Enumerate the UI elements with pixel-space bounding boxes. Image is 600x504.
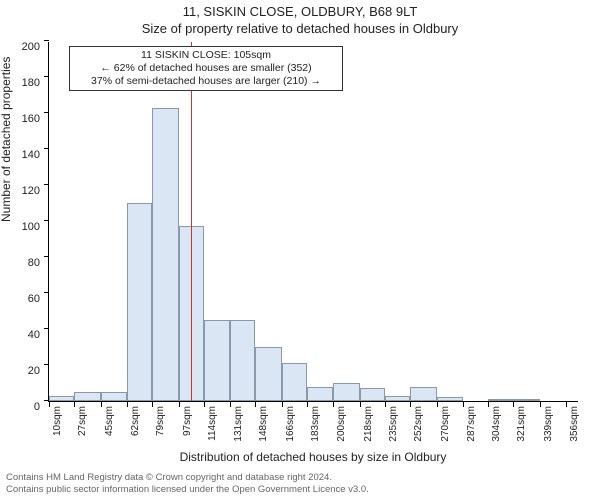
y-tick-label: 160 [0, 113, 40, 125]
histogram-bar [204, 320, 229, 401]
histogram-bar [333, 383, 360, 401]
histogram-bar [49, 396, 74, 401]
histogram-bar [307, 387, 332, 401]
y-tick-label: 180 [0, 77, 40, 89]
x-tick-label: 235sqm [388, 406, 399, 442]
x-tick-mark [127, 402, 128, 407]
annotation-line-1: 11 SISKIN CLOSE: 105sqm [76, 49, 336, 62]
y-tick-label: 200 [0, 41, 40, 53]
x-tick-mark [333, 402, 334, 407]
y-tick-mark [44, 40, 49, 41]
x-tick-mark [74, 402, 75, 407]
reference-line [191, 42, 192, 401]
x-tick-mark [488, 402, 489, 407]
y-tick-label: 100 [0, 221, 40, 233]
x-tick-mark [566, 402, 567, 407]
x-tick-mark [204, 402, 205, 407]
x-tick-mark [255, 402, 256, 407]
y-tick-mark [44, 76, 49, 77]
x-tick-label: 339sqm [543, 406, 554, 442]
histogram-bar [74, 392, 101, 401]
x-tick-label: 131sqm [233, 406, 244, 442]
x-tick-label: 287sqm [466, 406, 477, 442]
x-tick-label: 252sqm [413, 406, 424, 442]
footer-line-2: Contains public sector information licen… [6, 484, 369, 496]
y-tick-mark [44, 220, 49, 221]
x-tick-mark [360, 402, 361, 407]
page-title-sub: Size of property relative to detached ho… [0, 21, 600, 36]
x-tick-label: 114sqm [207, 406, 218, 441]
histogram-bar [385, 396, 410, 401]
y-tick-label: 80 [0, 257, 40, 269]
x-axis-label: Distribution of detached houses by size … [48, 450, 578, 464]
histogram-bar [127, 203, 152, 401]
y-tick-mark [44, 400, 49, 401]
y-tick-mark [44, 292, 49, 293]
x-tick-label: 148sqm [258, 406, 269, 442]
x-tick-mark [179, 402, 180, 407]
y-tick-mark [44, 364, 49, 365]
x-tick-label: 45sqm [104, 406, 115, 436]
y-tick-mark [44, 184, 49, 185]
x-tick-mark [282, 402, 283, 407]
footer-line-1: Contains HM Land Registry data © Crown c… [6, 472, 369, 484]
y-tick-label: 0 [0, 401, 40, 413]
page-title-address: 11, SISKIN CLOSE, OLDBURY, B68 9LT [0, 4, 600, 19]
x-tick-mark [49, 402, 50, 407]
annotation-box: 11 SISKIN CLOSE: 105sqm ← 62% of detache… [69, 46, 343, 91]
histogram-bar [152, 108, 179, 401]
x-tick-mark [307, 402, 308, 407]
y-tick-label: 20 [0, 365, 40, 377]
histogram-bar [513, 399, 540, 401]
x-tick-label: 79sqm [155, 406, 166, 436]
x-tick-label: 356sqm [569, 406, 580, 442]
y-tick-mark [44, 148, 49, 149]
x-tick-mark [385, 402, 386, 407]
x-tick-mark [410, 402, 411, 407]
x-tick-mark [437, 402, 438, 407]
histogram-bar [230, 320, 255, 401]
histogram-bar [410, 387, 437, 401]
y-tick-label: 40 [0, 329, 40, 341]
x-tick-label: 27sqm [77, 406, 88, 436]
x-tick-mark [230, 402, 231, 407]
x-tick-mark [513, 402, 514, 407]
x-tick-label: 97sqm [182, 406, 193, 436]
annotation-line-3: 37% of semi-detached houses are larger (… [76, 75, 336, 88]
footer-attribution: Contains HM Land Registry data © Crown c… [6, 472, 369, 496]
x-tick-mark [101, 402, 102, 407]
histogram-bar [360, 388, 385, 401]
y-tick-label: 60 [0, 293, 40, 305]
x-tick-label: 10sqm [52, 406, 63, 436]
histogram-bar [282, 363, 307, 401]
y-tick-label: 140 [0, 149, 40, 161]
x-tick-label: 321sqm [516, 406, 527, 442]
bars-container [49, 41, 579, 401]
x-tick-mark [463, 402, 464, 407]
x-tick-label: 62sqm [130, 406, 141, 436]
x-tick-label: 200sqm [336, 406, 347, 442]
x-tick-label: 183sqm [310, 406, 321, 442]
y-tick-mark [44, 256, 49, 257]
x-tick-mark [152, 402, 153, 407]
histogram-bar [255, 347, 282, 401]
x-tick-label: 166sqm [285, 406, 296, 442]
histogram-bar [101, 392, 126, 401]
histogram-bar [488, 399, 513, 401]
x-tick-label: 270sqm [440, 406, 451, 442]
y-tick-mark [44, 112, 49, 113]
x-tick-mark [540, 402, 541, 407]
histogram-bar [437, 397, 462, 401]
size-histogram: Number of detached properties 11 SISKIN … [48, 42, 578, 402]
y-tick-label: 120 [0, 185, 40, 197]
plot-area: 11 SISKIN CLOSE: 105sqm ← 62% of detache… [48, 42, 578, 402]
x-tick-label: 218sqm [363, 406, 374, 442]
x-tick-label: 304sqm [491, 406, 502, 442]
annotation-line-2: ← 62% of detached houses are smaller (35… [76, 62, 336, 75]
y-tick-mark [44, 328, 49, 329]
